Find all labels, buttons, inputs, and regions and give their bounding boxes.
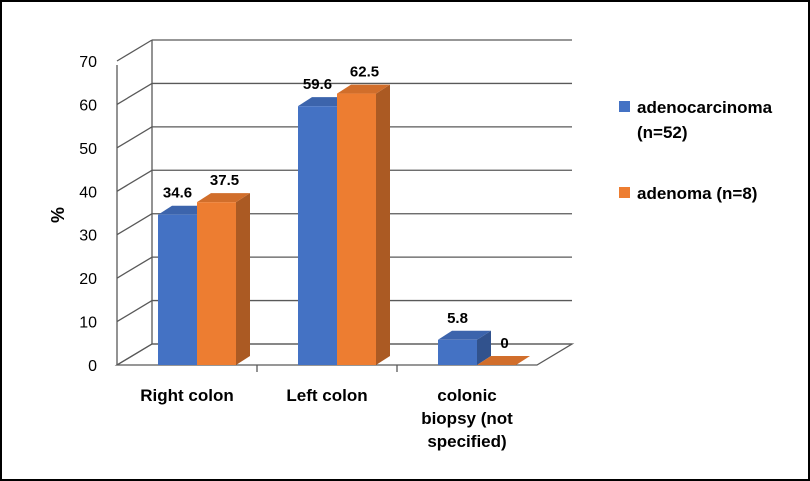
bar-front <box>438 339 477 365</box>
gridline-depth <box>116 256 153 279</box>
bar-top <box>337 84 390 94</box>
bar-front <box>158 214 197 365</box>
data-label: 62.5 <box>350 64 379 81</box>
y-tick-label: 60 <box>79 97 97 114</box>
gridline-depth <box>116 126 153 149</box>
bar-side <box>376 84 390 366</box>
bar-top <box>477 356 530 365</box>
y-tick-label: 30 <box>79 228 97 245</box>
data-label: 59.6 <box>303 76 332 93</box>
data-label: 37.5 <box>210 172 239 189</box>
legend-swatch <box>619 187 630 198</box>
legend-swatch <box>619 101 630 112</box>
y-tick-label: 70 <box>79 54 97 71</box>
x-category-label: specified) <box>427 432 506 451</box>
y-tick-label: 0 <box>88 358 97 375</box>
bar-front <box>337 93 376 366</box>
legend-label: (n=52) <box>637 123 688 142</box>
bar-front <box>197 202 236 365</box>
data-label: 0 <box>500 335 508 352</box>
y-tick-label: 50 <box>79 141 97 158</box>
bar <box>197 193 250 365</box>
y-tick-label: 40 <box>79 184 97 201</box>
bar-side <box>477 330 491 365</box>
gridline-depth <box>116 300 153 323</box>
y-axis-title: % <box>48 207 68 223</box>
bar <box>477 356 530 365</box>
data-label: 34.6 <box>163 185 192 202</box>
bar-top <box>438 330 491 340</box>
bar <box>337 84 390 366</box>
bar-front <box>298 106 337 365</box>
gridline-depth <box>116 169 153 192</box>
bar <box>438 330 491 365</box>
gridline-depth <box>116 213 153 236</box>
legend-label: adenoma (n=8) <box>637 184 757 203</box>
gridline-depth <box>116 39 153 62</box>
y-tick-label: 20 <box>79 271 97 288</box>
gridline-depth <box>116 82 153 105</box>
x-category-label: colonic <box>437 386 497 405</box>
x-category-label: Right colon <box>140 386 233 405</box>
legend-label: adenocarcinoma <box>637 98 773 117</box>
x-category-label: biopsy (not <box>421 409 513 428</box>
y-tick-label: 10 <box>79 315 97 332</box>
bar-top <box>197 193 250 203</box>
data-label: 5.8 <box>447 310 468 327</box>
bar-side <box>236 193 250 365</box>
x-category-label: Left colon <box>286 386 367 405</box>
